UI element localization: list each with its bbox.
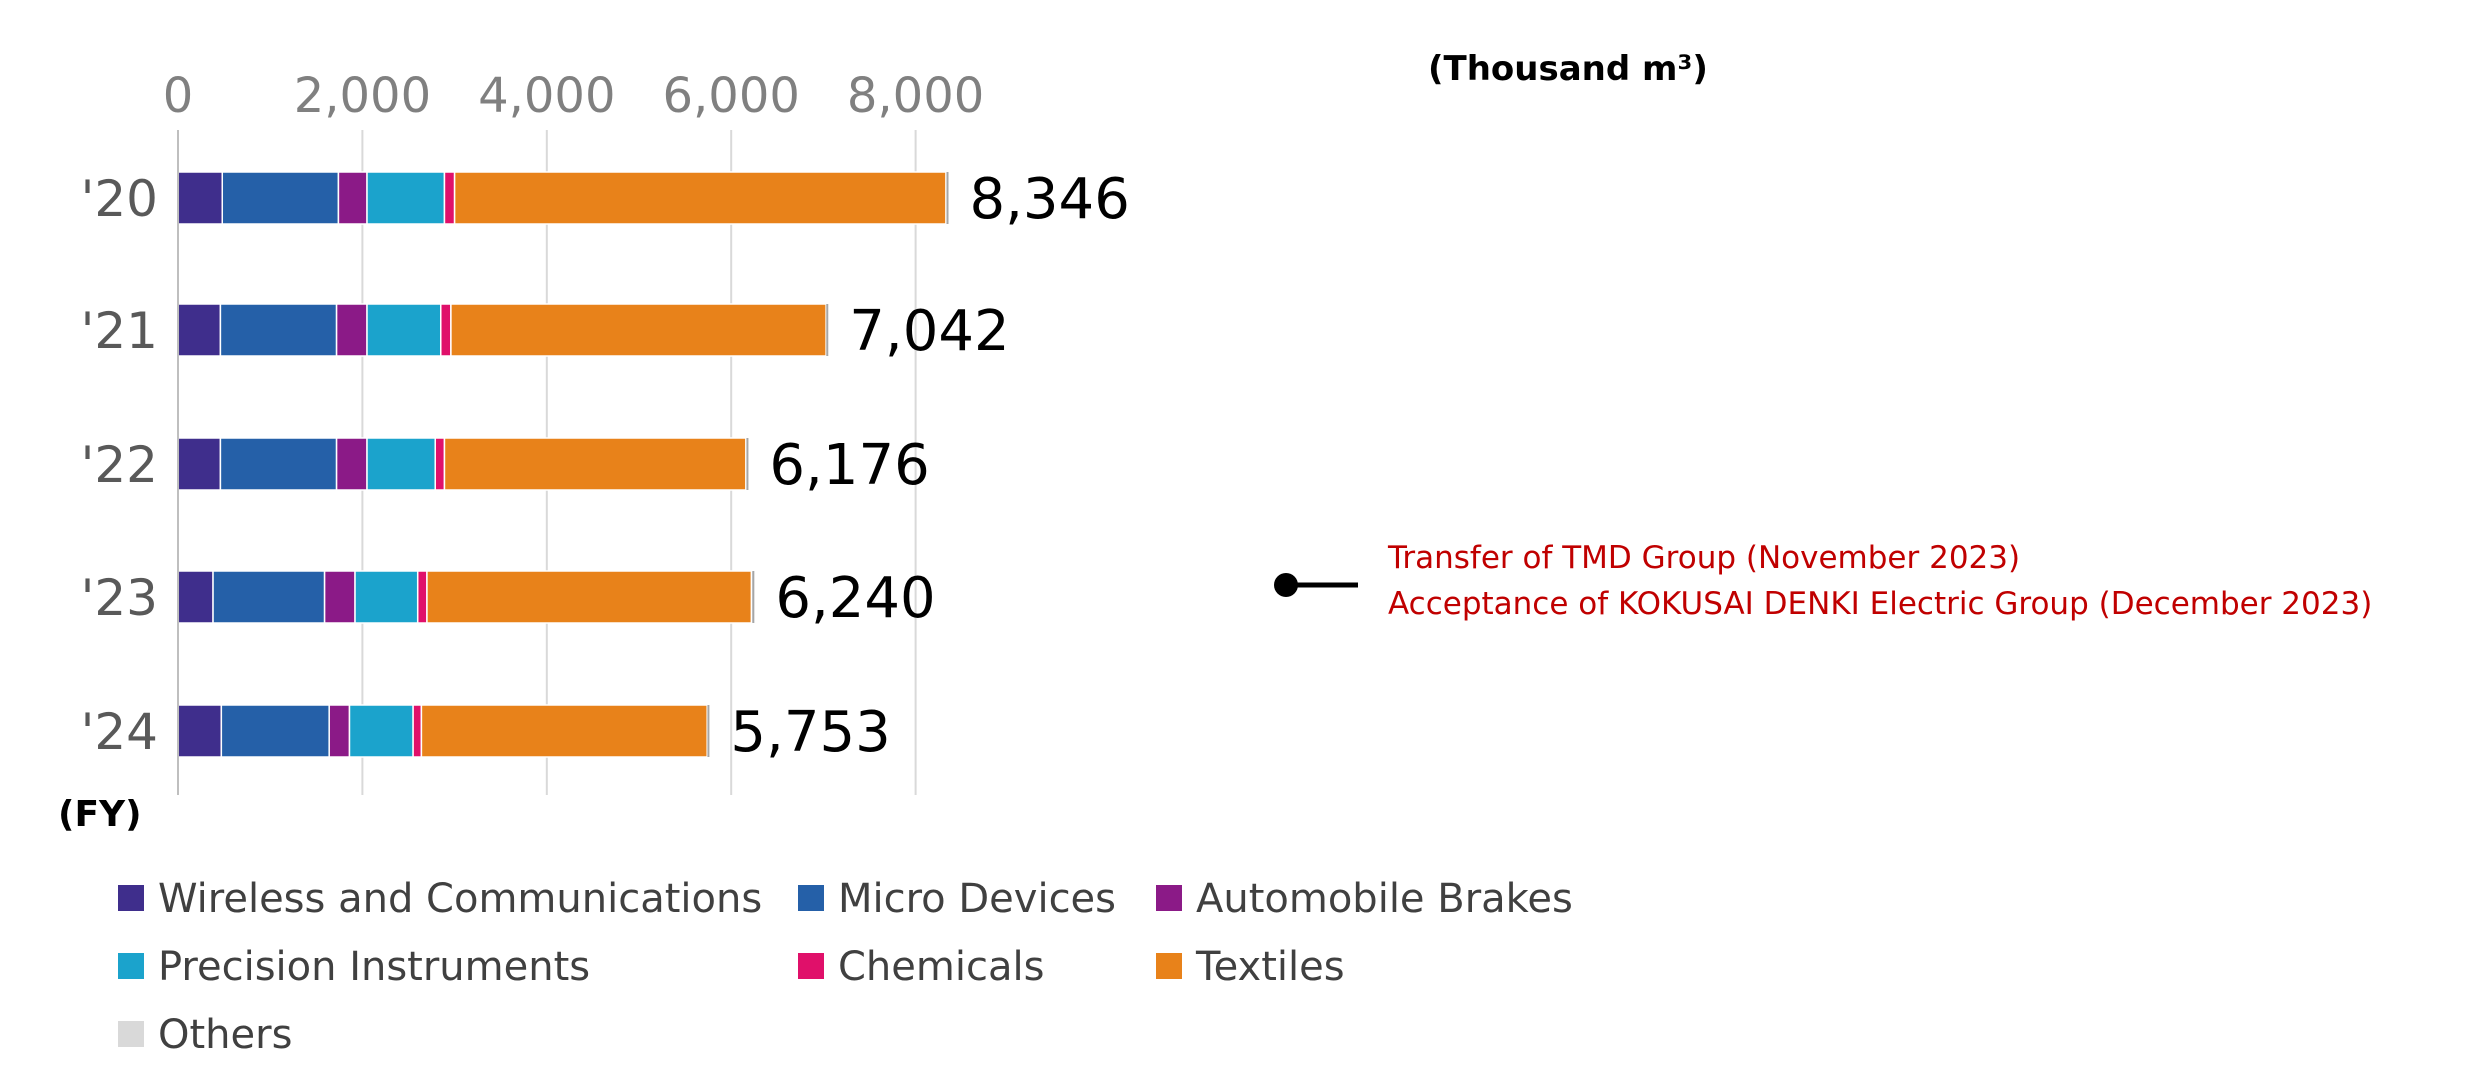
bar-segment — [440, 303, 452, 357]
bar-segment — [323, 570, 356, 624]
y-category-label: '21 — [81, 302, 158, 360]
bar-segment — [426, 570, 753, 624]
bar-segment — [219, 303, 338, 357]
bar-segment — [443, 171, 456, 225]
legend-swatch — [1156, 953, 1182, 979]
bar-segment — [221, 171, 340, 225]
bar-segment — [328, 704, 351, 758]
bar-segment — [354, 570, 419, 624]
bar-segment — [177, 704, 223, 758]
annotation-line-2: Acceptance of KOKUSAI DENKI Electric Gro… — [1388, 586, 2372, 622]
y-category-label: '24 — [81, 703, 158, 761]
total-label: 6,240 — [775, 566, 935, 631]
x-tick-label: 8,000 — [847, 68, 984, 124]
bar-segment — [177, 437, 222, 491]
unit-label: (Thousand m³) — [1428, 49, 1708, 89]
bar-segment — [366, 303, 442, 357]
bar-segment — [177, 171, 224, 225]
legend-label: Precision Instruments — [158, 944, 590, 990]
legend-swatch — [1156, 885, 1182, 911]
y-category-label: '23 — [81, 569, 158, 627]
legend-label: Others — [158, 1012, 292, 1058]
bar-segment — [177, 303, 222, 357]
bar-segment — [453, 171, 947, 225]
annotation: Transfer of TMD Group (November 2023) Ac… — [1274, 540, 2372, 622]
y-category-label: '22 — [81, 436, 158, 494]
bar-segment — [366, 437, 436, 491]
bar-segment — [335, 437, 368, 491]
legend-label: Automobile Brakes — [1196, 876, 1573, 922]
bar-segment — [443, 437, 747, 491]
annotation-line-1: Transfer of TMD Group (November 2023) — [1387, 540, 2020, 576]
legend-swatch — [118, 953, 144, 979]
legend-label: Micro Devices — [838, 876, 1116, 922]
bar-segment — [212, 570, 326, 624]
bar-segment — [412, 704, 423, 758]
legend-label: Wireless and Communications — [158, 876, 762, 922]
x-tick-label: 4,000 — [478, 68, 615, 124]
x-tick-label: 0 — [163, 68, 194, 124]
total-labels: 8,346 7,042 6,176 6,240 5,753 — [730, 167, 1129, 765]
total-label: 7,042 — [849, 299, 1009, 364]
total-label: 6,176 — [769, 433, 929, 498]
legend: Wireless and Communications Micro Devices… — [118, 876, 1573, 1058]
legend-swatch — [118, 1021, 144, 1047]
x-axis: 0 2,000 4,000 6,000 8,000 — [163, 68, 985, 124]
bar-segment — [366, 171, 446, 225]
legend-swatch — [798, 953, 824, 979]
fy-label: (FY) — [58, 794, 142, 835]
x-tick-label: 6,000 — [662, 68, 799, 124]
bar-segment — [335, 303, 368, 357]
y-axis: '20 '21 '22 '23 '24 — [81, 130, 179, 795]
bar-segment — [420, 704, 708, 758]
legend-label: Textiles — [1195, 944, 1345, 990]
legend-label: Chemicals — [838, 944, 1044, 990]
total-label: 5,753 — [730, 700, 890, 765]
bar-segment — [219, 437, 338, 491]
bar-segment — [348, 704, 414, 758]
bar-segment — [177, 570, 214, 624]
total-label: 8,346 — [970, 167, 1130, 232]
bar-segment — [416, 570, 428, 624]
bar-segment — [337, 171, 368, 225]
legend-swatch — [118, 885, 144, 911]
legend-swatch — [798, 885, 824, 911]
bar-segment — [434, 437, 446, 491]
bar-segment — [220, 704, 330, 758]
y-category-label: '20 — [81, 170, 158, 228]
x-tick-label: 2,000 — [294, 68, 431, 124]
bars — [177, 171, 949, 758]
bar-segment — [450, 303, 827, 357]
